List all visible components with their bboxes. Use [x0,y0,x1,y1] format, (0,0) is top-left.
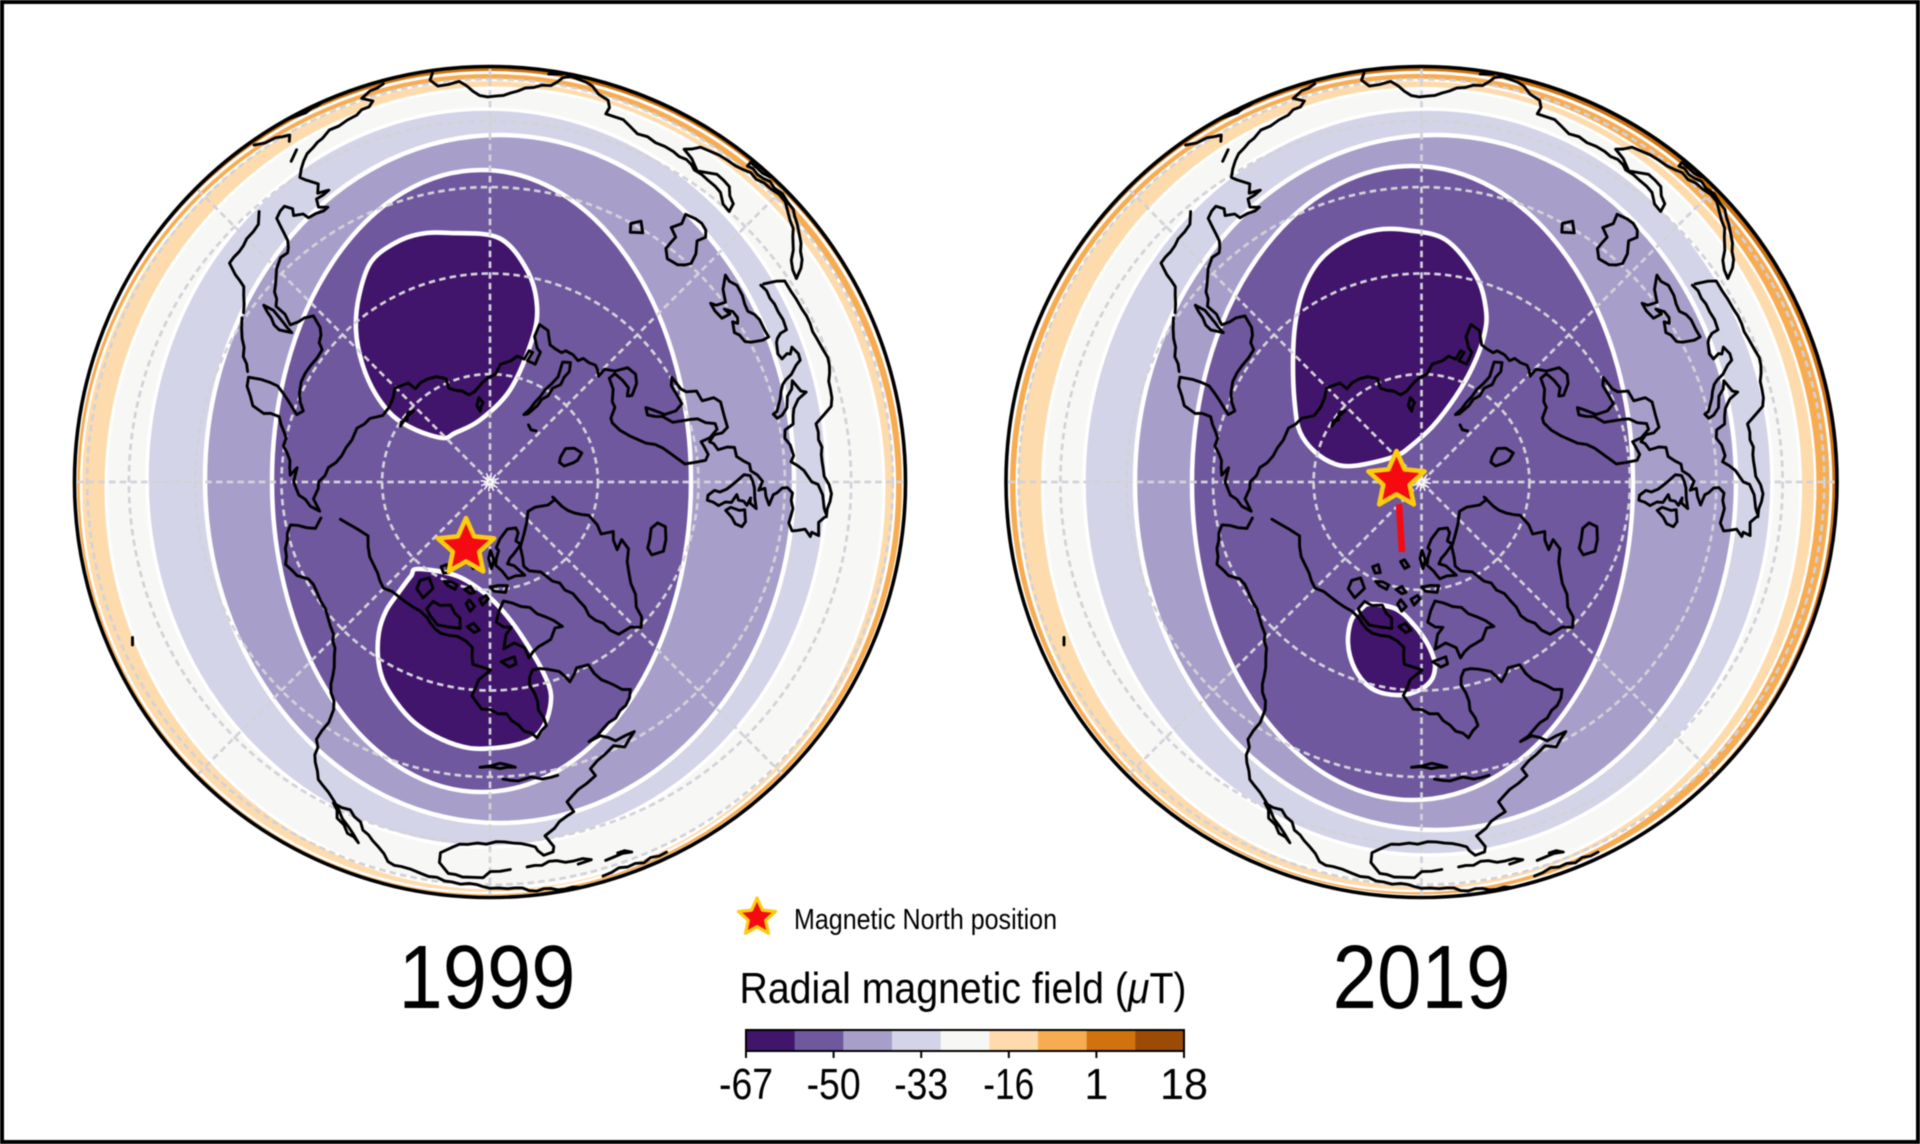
svg-text:1999: 1999 [399,928,576,1028]
svg-text:18: 18 [1160,1060,1208,1109]
svg-text:Magnetic North position: Magnetic North position [794,904,1057,936]
svg-text:-16: -16 [983,1060,1034,1109]
svg-text:Radial magnetic field (μT): Radial magnetic field (μT) [740,964,1187,1013]
svg-text:1: 1 [1084,1060,1108,1109]
svg-text:-50: -50 [807,1060,861,1109]
svg-text:2019: 2019 [1333,928,1511,1028]
svg-text:-33: -33 [894,1060,948,1109]
svg-text:-67: -67 [719,1060,773,1109]
